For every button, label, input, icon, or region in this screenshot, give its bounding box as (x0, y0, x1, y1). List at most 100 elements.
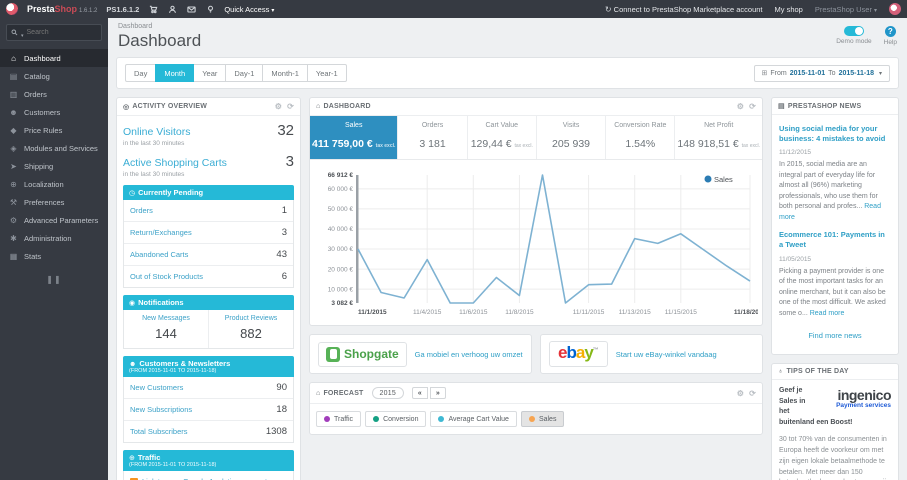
find-more-news-link[interactable]: Find more news (808, 331, 862, 340)
kpi-net-profit[interactable]: Net Profit 148 918,51 € tax excl. (677, 122, 760, 150)
quick-access-menu[interactable]: Quick Access (224, 5, 274, 14)
kpi-visits[interactable]: Visits 205 939 (537, 116, 607, 159)
sidebar-item-preferences[interactable]: ⚒ Preferences (9, 197, 65, 207)
news-article: Using social media for your business: 4 … (779, 124, 891, 223)
sidebar-item-shipping[interactable]: ➤ Shipping (10, 161, 54, 171)
active-carts-sub: in the last 30 minutes (123, 171, 185, 178)
customers-row-total-subscribers[interactable]: Total Subscribers 1308 (130, 426, 287, 437)
dashboard-panel-title: DASHBOARD (323, 103, 371, 110)
forecast-legend-traffic[interactable]: Traffic (316, 411, 362, 427)
ebay-banner: ebay™ Start uw eBay-winkel vandaag (540, 334, 763, 374)
kpi-cart-value[interactable]: Cart Value 129,44 € tax excl. (468, 116, 537, 159)
range-month-1-button[interactable]: Month-1 (262, 64, 308, 82)
breadcrumb[interactable]: Dashboard (118, 23, 153, 30)
news-article-title[interactable]: Ecommerce 101: Payments in a Tweet (779, 230, 885, 250)
google-analytics-link[interactable]: Link to your Google Analytics account (123, 471, 294, 480)
shopgate-banner: Shopgate Ga mobiel en verhoog uw omzet (309, 334, 532, 374)
range-year-button[interactable]: Year (193, 64, 227, 82)
help-icon[interactable]: ? (884, 26, 896, 37)
news-icon: ▤ (778, 103, 785, 110)
localization-icon: ⊕ (10, 179, 17, 189)
sidebar-item-dashboard[interactable]: ⌂ Dashboard (0, 49, 108, 67)
search-input[interactable] (26, 29, 85, 36)
range-day-button[interactable]: Day (125, 64, 157, 82)
pending-row-orders[interactable]: Orders 1 (124, 200, 293, 222)
connect-icon: ↻ (604, 4, 612, 14)
sidebar-item-catalog[interactable]: ▤ Catalog (9, 71, 50, 81)
online-visitors-label[interactable]: Online Visitors (123, 126, 191, 138)
customers-row-new-subscriptions[interactable]: New Subscriptions 18 (124, 399, 293, 421)
sidebar-item-advanced-parameters[interactable]: ⚙ Advanced Parameters (9, 215, 99, 225)
sidebar-item-administration[interactable]: ✱ Administration (10, 233, 72, 243)
sidebar-item-stats[interactable]: ▦ Stats (9, 251, 42, 261)
user-menu[interactable]: PrestaShop User (815, 5, 877, 14)
date-range-picker[interactable]: ⊞ From 2015-11-01 To 2015-11-18 (753, 64, 890, 82)
marketplace-link[interactable]: ↻ Connect to PrestaShop Marketplace acco… (604, 4, 763, 14)
demo-mode-toggle[interactable] (843, 26, 864, 36)
online-visitors-sub: in the last 30 minutes (123, 140, 185, 147)
forecast-legend-conversion[interactable]: Conversion (365, 411, 427, 427)
traffic-header: ⊕ Traffic (FROM 2015-11-01 TO 2015-11-18) (123, 450, 294, 471)
sidebar-item-orders[interactable]: ▥ Orders (9, 89, 47, 99)
search-scope-caret-icon[interactable] (21, 24, 24, 42)
activity-overview-panel: ◎ ACTIVITY OVERVIEW Online Visitors 32 in… (116, 97, 301, 480)
read-more-link[interactable]: Read more (779, 203, 881, 221)
range-month-button[interactable]: Month (155, 64, 195, 82)
next-year-button[interactable]: » (429, 387, 446, 399)
news-article-title[interactable]: Using social media for your business: 4 … (779, 124, 886, 144)
kpi-sales[interactable]: Sales 411 759,00 € tax excl. (310, 116, 399, 159)
date-filter-bar: Day Month Year Day-1 Month-1 Year-1 ⊞ Fr… (116, 57, 899, 89)
range-day-1-button[interactable]: Day-1 (225, 64, 264, 82)
user-avatar[interactable] (889, 3, 901, 15)
pending-row-out-of-stock[interactable]: Out of Stock Products 6 (130, 271, 287, 282)
sidebar-item-customers[interactable]: ☻ Customers (9, 107, 61, 117)
forecast-legend-sales[interactable]: Sales (520, 411, 565, 427)
sidebar-item-localization[interactable]: ⊕ Localization (10, 179, 64, 189)
sidebar-item-price-rules[interactable]: ◆ Price Rules (10, 125, 63, 135)
sales-dot-icon (528, 416, 535, 422)
mail-icon[interactable] (186, 4, 196, 14)
collapse-menu-icon[interactable]: ❚❚ (46, 275, 62, 284)
kpi-orders[interactable]: Orders 3 181 (398, 116, 468, 159)
activity-panel-title: ACTIVITY OVERVIEW (132, 103, 208, 110)
news-article: Ecommerce 101: Payments in a Tweet 11/05… (779, 230, 891, 319)
previous-year-button[interactable]: « (411, 387, 428, 399)
calendar-icon: ⊞ (761, 70, 768, 77)
sidebar-item-modules[interactable]: ◈ Modules and Services (10, 143, 98, 153)
range-button-group: Day Month Year Day-1 Month-1 Year-1 (125, 64, 347, 82)
my-shop-link[interactable]: My shop (774, 4, 803, 14)
refresh-icon[interactable] (749, 102, 756, 111)
preferences-icon: ⚒ (9, 197, 18, 207)
forecast-legend-average-cart-value[interactable]: Average Cart Value (430, 411, 517, 427)
demo-mode-label: Demo mode (836, 38, 872, 45)
stats-icon: ▦ (9, 251, 18, 261)
product-reviews-cell[interactable]: Product Reviews 882 (208, 310, 293, 348)
refresh-icon[interactable] (749, 389, 756, 398)
ingenico-logo: ingenico Payment services (836, 387, 891, 409)
user-icon[interactable] (167, 4, 177, 14)
cart-icon[interactable] (148, 4, 158, 14)
new-messages-cell[interactable]: New Messages 144 (142, 315, 190, 341)
help-label: Help (883, 39, 897, 46)
pending-row-abandoned-carts[interactable]: Abandoned Carts 43 (124, 244, 293, 266)
range-year-1-button[interactable]: Year-1 (306, 64, 347, 82)
customers-row-new-customers[interactable]: New Customers 90 (124, 377, 293, 399)
ebay-link[interactable]: Start uw eBay-winkel vandaag (615, 349, 717, 359)
svg-text:60 000 €: 60 000 € (328, 186, 354, 193)
gear-icon[interactable] (737, 102, 744, 111)
gear-icon[interactable] (275, 102, 282, 111)
refresh-icon[interactable] (287, 102, 294, 111)
bulb-icon[interactable] (205, 4, 215, 14)
read-more-link[interactable]: Read more (809, 309, 845, 317)
clock-icon: ◷ (129, 190, 136, 197)
gear-icon[interactable] (737, 389, 744, 398)
active-carts-label[interactable]: Active Shopping Carts (123, 157, 227, 169)
news-article-body: In 2015, social media are an integral pa… (779, 161, 881, 221)
shopgate-link[interactable]: Ga mobiel en verhoog uw omzet (414, 349, 523, 359)
pending-row-returns[interactable]: Return/Exchanges 3 (124, 222, 293, 244)
svg-text:11/13/2015: 11/13/2015 (619, 309, 651, 316)
kpi-conversion-rate[interactable]: Conversion Rate 1.54% (606, 116, 676, 159)
sidebar-search[interactable] (6, 24, 102, 41)
google-analytics-icon (130, 477, 138, 480)
svg-text:30 000 €: 30 000 € (328, 246, 354, 253)
